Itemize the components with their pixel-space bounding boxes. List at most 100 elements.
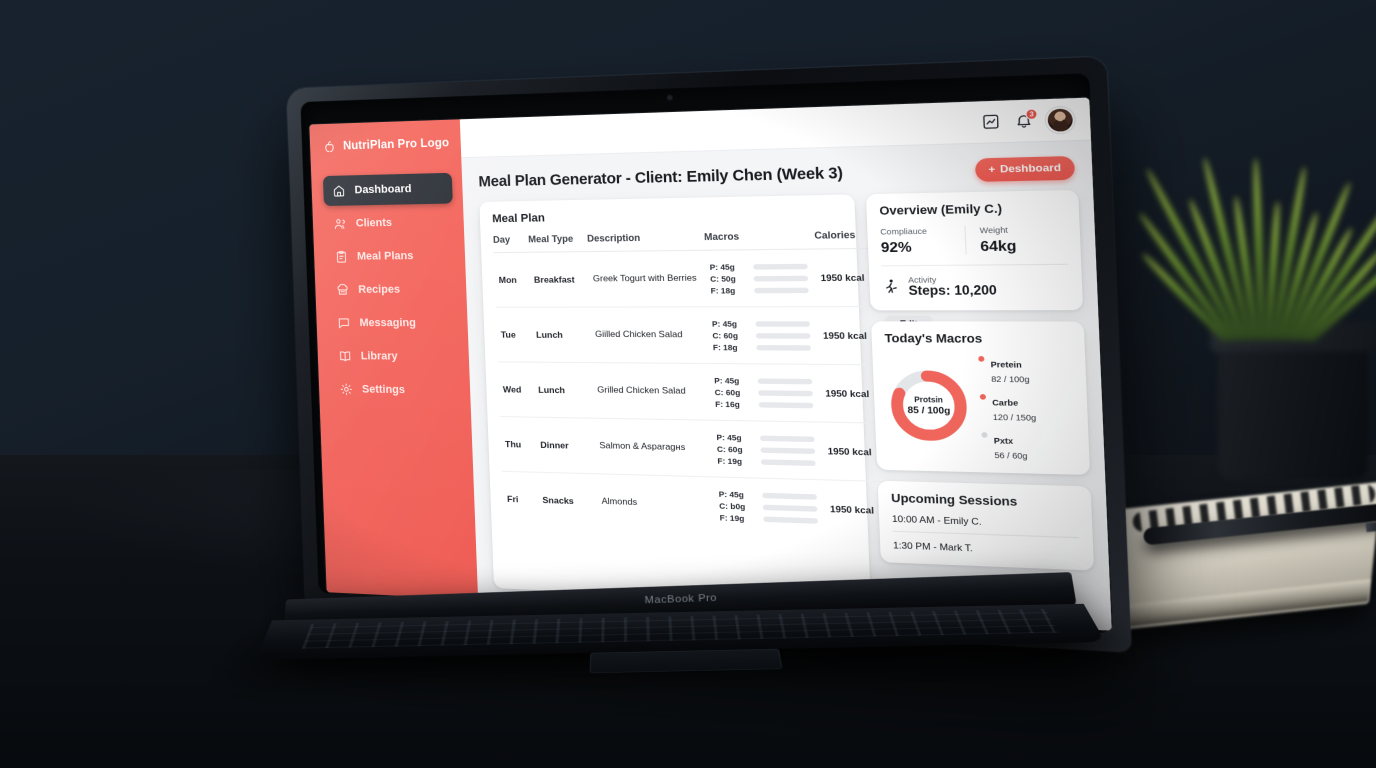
sidebar-item-recipes[interactable]: Recipes	[327, 274, 457, 305]
macros-donut-chart: Protsin 85 / 100g	[886, 367, 972, 446]
sidebar-item-messaging[interactable]: Messaging	[328, 308, 458, 339]
macros-legend: Pretein 82 / 100g Carbe 120 / 150g Pxtx 56 / …	[978, 353, 1076, 462]
macro-label: P: 45g	[709, 261, 735, 272]
cell-day: Tue	[495, 307, 533, 363]
cell-macros: P: 45g C: 50g F: 18g	[704, 249, 818, 308]
cell-description: Greek Togurt with Berries	[587, 250, 707, 308]
macro-track	[762, 492, 818, 500]
macro-label: C: 60g	[712, 330, 739, 341]
overview-title: Overview (Emily C.)	[879, 202, 1003, 219]
macro-track	[755, 332, 811, 339]
sidebar-item-dashboard[interactable]: Dashboard	[322, 173, 453, 207]
legend-value: 120 / 150g	[992, 412, 1037, 423]
macro-bar: C: 60g	[717, 444, 819, 456]
cell-description: Almonds	[601, 495, 638, 508]
nutriplan-app: NutriPlan Pro Logo Dashboard Clients Meal …	[309, 97, 1112, 631]
laptop-screen: NutriPlan Pro Logo Dashboard Clients Meal …	[309, 97, 1112, 631]
cell-description: Giilled Chicken Salad	[589, 307, 710, 364]
running-person-icon	[882, 278, 899, 296]
macro-label: C: 60g	[714, 387, 741, 398]
gear-icon	[339, 383, 353, 397]
macro-bar: C: b0g	[719, 501, 821, 514]
macro-track	[753, 275, 809, 282]
activity-label: Activity	[907, 274, 937, 285]
brand-name: NutriPlan Pro Logo	[342, 137, 450, 153]
sidebar-item-label: Settings	[361, 383, 406, 397]
macro-track	[763, 516, 818, 524]
weight-metric: Weight 64kg	[963, 224, 1068, 255]
weight-value: 64kg	[979, 237, 1017, 255]
macro-bar: F: 18g	[713, 342, 815, 352]
brand-logo[interactable]: NutriPlan Pro Logo	[322, 136, 451, 154]
sidebar-item-clients[interactable]: Clients	[324, 207, 454, 239]
column-header-macros: Macros	[703, 228, 815, 251]
macro-bar: P: 45g	[710, 261, 812, 272]
macro-bar: C: 60g	[714, 387, 816, 398]
avatar[interactable]	[1047, 107, 1074, 132]
report-icon[interactable]	[981, 113, 1000, 130]
sidebar-item-label: Meal Plans	[356, 250, 414, 264]
legend-color-dot	[978, 356, 985, 362]
trackpad[interactable]	[589, 648, 783, 674]
sessions-list: 10:00 AM - Emily C. 1:30 PM - Mark T.	[891, 505, 1080, 558]
donut-center-label: Protsin 85 / 100g	[886, 367, 972, 446]
macro-track	[755, 320, 811, 327]
macro-label: C: 50g	[709, 273, 736, 284]
macro-track	[758, 401, 814, 408]
legend-color-dot	[979, 394, 987, 400]
session-item[interactable]: 1:30 PM - Mark T.	[892, 530, 1080, 558]
cell-description: Grilled Chicken Salad	[591, 362, 712, 421]
meal-plan-title: Meal Plan	[492, 212, 546, 226]
cell-day: Mon	[493, 252, 531, 308]
macro-bar: F: 18g	[710, 285, 812, 295]
compliance-metric: Compliauce 92%	[880, 226, 965, 256]
macro-track	[757, 378, 813, 385]
add-dashboard-button[interactable]: + Deshboard	[974, 155, 1076, 182]
potted-plant	[1136, 150, 1376, 480]
sidebar-item-library[interactable]: Library	[329, 341, 459, 372]
cell-macros: P: 45g C: b0g F: 19g	[714, 477, 827, 537]
page-title: Meal Plan Generator - Client: Emily Chen…	[478, 164, 844, 191]
sidebar-item-meal-plans[interactable]: Meal Plans	[325, 241, 455, 273]
sidebar-nav: Dashboard Clients Meal Plans Recipes Messagi…	[322, 173, 461, 406]
right-panel: Overview (Emily C.) Compliauce 92% Weigh…	[865, 189, 1096, 616]
cell-day: Thu	[499, 416, 538, 473]
plus-icon: +	[988, 163, 996, 177]
macro-label: C: 60g	[716, 443, 743, 455]
legend-color-dot	[981, 432, 988, 438]
activity-value: Steps: 10,200	[908, 284, 998, 299]
sidebar-item-label: Messaging	[359, 317, 417, 330]
macro-track	[758, 389, 813, 396]
column-header-meal-type: Meal Type	[527, 232, 588, 253]
cell-macros: P: 45g C: 60g F: 16g	[709, 363, 822, 423]
sidebar-item-label: Library	[360, 350, 398, 364]
legend-item: Pretein 82 / 100g	[978, 353, 1073, 385]
macro-bar: P: 45g	[716, 432, 818, 444]
macro-label: P: 45g	[718, 488, 745, 500]
compliance-value: 92%	[880, 238, 912, 256]
cell-description: Salmon & Asparagнs	[594, 418, 714, 478]
legend-item: Carbe 120 / 150g	[979, 391, 1075, 424]
bell-icon[interactable]: 3	[1014, 108, 1038, 129]
macro-label: F: 19g	[719, 512, 745, 524]
legend-value: 56 / 60g	[994, 450, 1028, 462]
macros-chart: Protsin 85 / 100g Pretein 82 / 100g Carbe 1…	[885, 352, 1076, 462]
content-area: Meal Plan Day Meal Type Description Macros C…	[463, 189, 1112, 631]
weight-label: Weight	[979, 224, 1009, 236]
legend-item: Pxtx 56 / 60g	[981, 429, 1076, 462]
macro-bar: C: 60g	[712, 331, 814, 341]
macro-label: P: 45g	[714, 375, 740, 386]
apple-logo-icon	[322, 140, 336, 154]
sidebar-item-settings[interactable]: Settings	[330, 374, 460, 406]
macro-bar: F: 19g	[719, 513, 821, 526]
macro-bar: P: 45g	[712, 319, 814, 329]
plant-pot	[1218, 330, 1368, 480]
macro-label: P: 45g	[711, 318, 738, 329]
cell-macros: P: 45g C: 60g F: 18g	[706, 306, 820, 365]
column-header-description: Description	[586, 230, 705, 252]
sidebar-item-label: Dashboard	[354, 183, 412, 197]
macro-track	[756, 344, 811, 351]
cell-day: Wed	[497, 362, 536, 418]
